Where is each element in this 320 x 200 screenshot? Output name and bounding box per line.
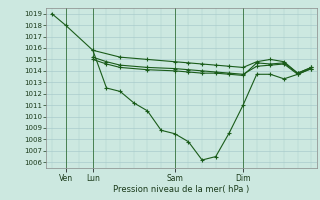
X-axis label: Pression niveau de la mer( hPa ): Pression niveau de la mer( hPa ): [114, 185, 250, 194]
